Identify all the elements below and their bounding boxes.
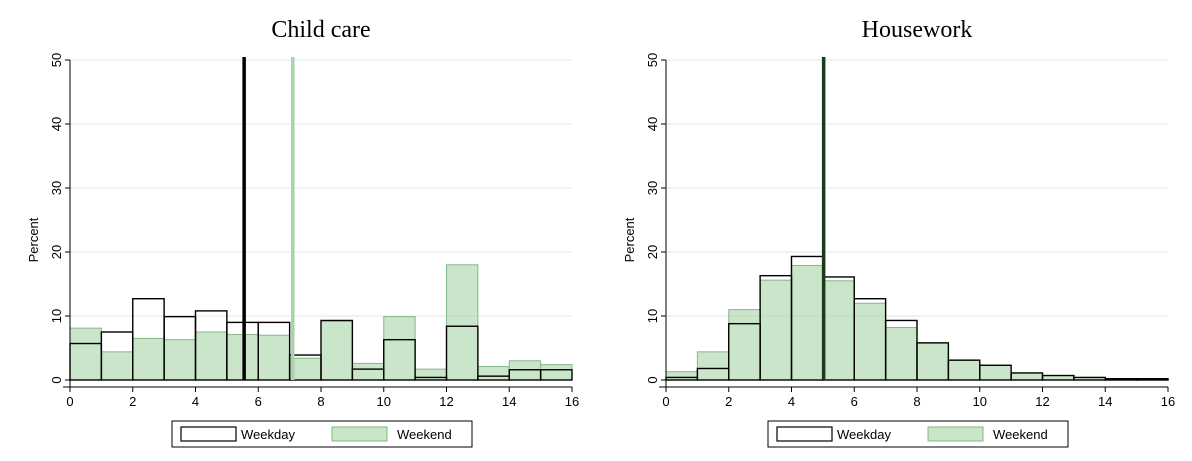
x-tick-label: 0 [66, 394, 73, 409]
weekend-bar [885, 327, 918, 381]
weekday-bar [257, 321, 291, 381]
y-tick-label: 10 [49, 309, 64, 323]
weekend-bar [696, 351, 730, 381]
y-tick-label: 0 [49, 376, 64, 383]
x-tick-label: 8 [913, 394, 920, 409]
chart-title: Housework [862, 17, 973, 43]
housework-chart: Housework 0 10 20 30 40 50 0 2 4 6 8 10 12 14 16 Percent… [622, 17, 1175, 448]
weekend-bar [69, 327, 102, 381]
x-tick-label: 0 [662, 394, 669, 409]
x-tick-label: 10 [973, 394, 987, 409]
weekend-bar [414, 368, 447, 381]
x-tick-label: 4 [788, 394, 795, 409]
y-tick-label: 10 [645, 309, 660, 323]
weekend-bar [853, 302, 887, 381]
weekday-bar [320, 319, 354, 381]
y-tick-label: 40 [49, 117, 64, 131]
weekend-bar [540, 364, 573, 381]
y-tick-label: 20 [49, 245, 64, 259]
x-tick-label: 2 [725, 394, 732, 409]
chart-title: Child care [271, 17, 370, 43]
y-axis-title: Percent [622, 217, 637, 262]
x-tick-label: 6 [851, 394, 858, 409]
weekend-bar [351, 362, 385, 381]
weekday-bar [1104, 378, 1138, 381]
legend-swatch-weekday [776, 426, 833, 442]
weekend-bar [822, 280, 855, 381]
x-tick-label: 2 [129, 394, 136, 409]
x-tick-label: 12 [439, 394, 453, 409]
x-tick-label: 8 [317, 394, 324, 409]
weekend-bar [477, 366, 510, 381]
weekend-bar [163, 339, 196, 381]
legend-swatch-weekend [331, 426, 388, 442]
weekend-bar [665, 371, 698, 381]
x-tick-label: 14 [502, 394, 516, 409]
x-tick-label: 4 [192, 394, 199, 409]
housework-panel: Housework 0 10 20 30 40 50 0 2 4 6 8 10 12 14 16 Percent… [596, 0, 1192, 461]
y-tick-label: 30 [49, 181, 64, 195]
weekend-bar [383, 316, 416, 381]
weekday-bar [1135, 378, 1169, 381]
weekend-bar [759, 279, 792, 381]
weekend-bar [320, 320, 353, 381]
y-tick-label: 30 [645, 181, 660, 195]
legend-label-weekday: Weekday [837, 427, 891, 442]
weekend-bar [1010, 372, 1043, 381]
legend-swatch-weekend [927, 426, 984, 442]
weekend-bar [132, 337, 165, 381]
x-tick-label: 12 [1035, 394, 1049, 409]
x-tick-label: 16 [1161, 394, 1175, 409]
x-tick-label: 6 [255, 394, 262, 409]
x-tick-label: 16 [565, 394, 579, 409]
weekday-bar [445, 325, 479, 381]
weekend-bar [100, 351, 134, 381]
weekend-bar [195, 331, 228, 381]
legend-box [767, 420, 1069, 448]
y-tick-label: 50 [49, 53, 64, 67]
legend-box [171, 420, 473, 448]
y-tick-label: 0 [645, 376, 660, 383]
legend-label-weekend: Weekend [397, 427, 452, 442]
weekday-bar [539, 369, 573, 381]
child-care-chart: Child care 0 10 20 30 40 50 0 2 4 6 8 10 12 14 16 Percen… [26, 17, 579, 448]
legend-label-weekend: Weekend [993, 427, 1048, 442]
x-tick-label: 14 [1098, 394, 1112, 409]
legend-label-weekday: Weekday [241, 427, 295, 442]
weekend-bar [257, 334, 291, 381]
y-axis-title: Percent [26, 217, 41, 262]
weekend-bar [947, 359, 981, 381]
weekend-bar [791, 264, 824, 381]
child-care-panel: Child care 0 10 20 30 40 50 0 2 4 6 8 10 12 14 16 Percen… [26, 17, 579, 448]
y-tick-label: 20 [645, 245, 660, 259]
y-tick-label: 40 [645, 117, 660, 131]
weekend-bar [916, 342, 949, 381]
weekend-bar [979, 364, 1012, 381]
x-tick-label: 10 [377, 394, 391, 409]
legend-swatch-weekday [180, 426, 237, 442]
weekend-bar [446, 264, 479, 381]
weekday-bar [383, 338, 416, 381]
y-tick-label: 50 [645, 53, 660, 67]
weekend-bar [728, 309, 761, 381]
